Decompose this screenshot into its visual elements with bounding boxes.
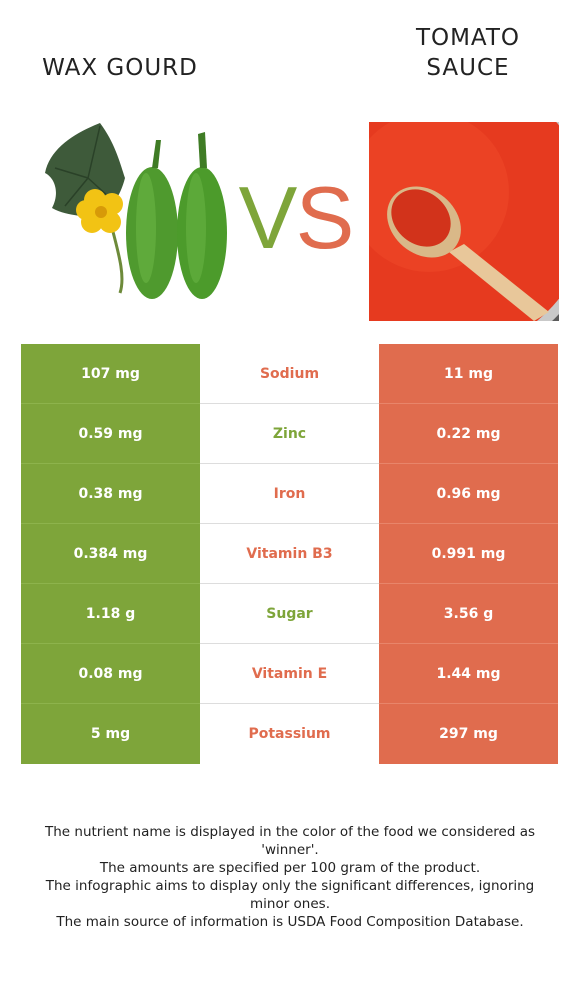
nutrient-name: Iron — [200, 464, 379, 524]
right-food-title: TOMATO SAUCE — [368, 23, 568, 83]
left-food-value: 0.384 mg — [21, 524, 200, 584]
vs-v-letter: V — [239, 168, 298, 258]
nutrient-name: Vitamin B3 — [200, 524, 379, 584]
left-food-value: 0.38 mg — [21, 464, 200, 524]
table-row: 0.38 mg Iron 0.96 mg — [21, 464, 558, 524]
gourd-icon — [177, 132, 227, 299]
table-row: 5 mg Potassium 297 mg — [21, 704, 558, 764]
right-food-title-line1: TOMATO — [415, 25, 521, 51]
left-food-value: 5 mg — [21, 704, 200, 764]
table-row: 0.384 mg Vitamin B3 0.991 mg — [21, 524, 558, 584]
right-food-value: 3.56 g — [379, 584, 558, 644]
footer-notes: The nutrient name is displayed in the co… — [30, 823, 550, 931]
footer-line: The main source of information is USDA F… — [56, 914, 524, 930]
nutrient-name: Vitamin E — [200, 644, 379, 704]
nutrient-name: Zinc — [200, 404, 379, 464]
vs-label: V S — [239, 168, 355, 258]
right-food-value: 0.22 mg — [379, 404, 558, 464]
right-food-value: 11 mg — [379, 344, 558, 404]
spoon-icon — [387, 186, 549, 321]
nutrient-name: Sugar — [200, 584, 379, 644]
flower-icon — [76, 189, 123, 233]
left-food-value: 0.59 mg — [21, 404, 200, 464]
nutrient-name: Sodium — [200, 344, 379, 404]
comparison-table: 107 mg Sodium 11 mg 0.59 mg Zinc 0.22 mg 0.38 … — [21, 344, 558, 764]
footer-line: The amounts are specified per 100 gram o… — [99, 860, 481, 876]
tomato-sauce-image — [369, 122, 559, 321]
table-row: 1.18 g Sugar 3.56 g — [21, 584, 558, 644]
footer-line: The infographic aims to display only the… — [45, 878, 535, 912]
right-food-value: 297 mg — [379, 704, 558, 764]
gourd-icon — [126, 140, 178, 299]
right-food-value: 0.991 mg — [379, 524, 558, 584]
table-row: 0.59 mg Zinc 0.22 mg — [21, 404, 558, 464]
right-food-value: 1.44 mg — [379, 644, 558, 704]
left-food-value: 0.08 mg — [21, 644, 200, 704]
footer-line: The nutrient name is displayed in the co… — [44, 824, 536, 858]
left-food-title: WAX GOURD — [42, 55, 198, 81]
nutrient-name: Potassium — [200, 704, 379, 764]
table-row: 107 mg Sodium 11 mg — [21, 344, 558, 404]
left-food-value: 1.18 g — [21, 584, 200, 644]
left-food-value: 107 mg — [21, 344, 200, 404]
right-food-title-line2: SAUCE — [426, 55, 510, 81]
right-food-value: 0.96 mg — [379, 464, 558, 524]
vs-s-letter: S — [296, 168, 355, 258]
table-row: 0.08 mg Vitamin E 1.44 mg — [21, 644, 558, 704]
wax-gourd-image — [45, 123, 227, 299]
